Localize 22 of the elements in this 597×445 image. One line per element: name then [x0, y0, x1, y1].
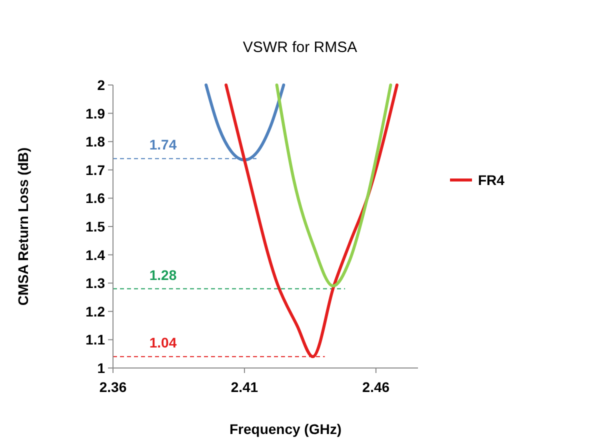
x-tick-label: 2.41: [230, 379, 258, 395]
y-tick-label: 1.7: [86, 162, 106, 178]
x-axis-title: Frequency (GHz): [229, 421, 342, 437]
ref-line-label: 1.74: [149, 136, 177, 153]
y-tick-label: 1.1: [86, 332, 106, 348]
y-axis-title: CMSA Return Loss (dB): [15, 147, 31, 306]
y-tick-label: 1.5: [86, 218, 106, 234]
ref-line-label: 1.28: [149, 266, 177, 283]
line-series: [275, 84, 392, 288]
x-tick-label: 2.36: [99, 379, 127, 395]
x-tick-label: 2.46: [362, 379, 390, 395]
y-tick-label: 1.4: [86, 246, 106, 263]
legend-label: FR4: [478, 172, 505, 188]
y-tick-label: 1.6: [86, 190, 106, 206]
y-tick-label: 2: [97, 77, 106, 93]
y-tick-label: 1: [97, 360, 106, 376]
y-tick-label: 1.9: [86, 105, 106, 122]
ref-line-label: 1.04: [149, 334, 177, 351]
chart-title: VSWR for RMSA: [242, 39, 358, 56]
y-tick-label: 1.2: [86, 303, 106, 320]
y-tick-label: 1.3: [86, 275, 106, 292]
y-tick-label: 1.8: [86, 134, 106, 150]
